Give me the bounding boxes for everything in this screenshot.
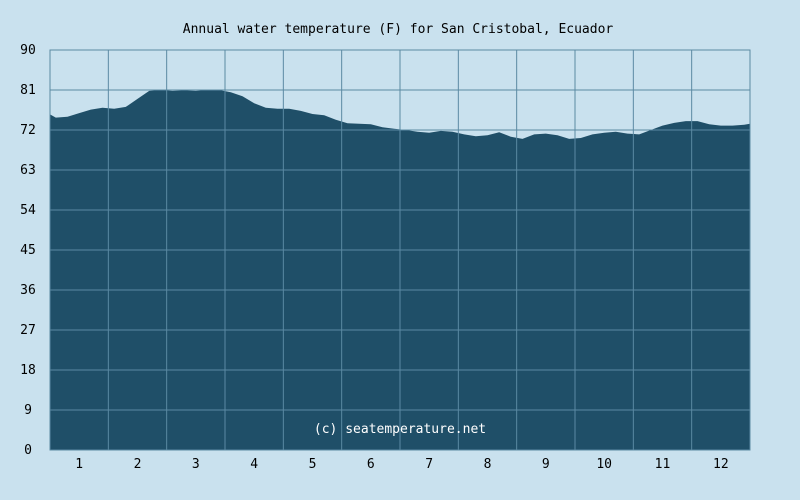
x-tick-label: 11 bbox=[655, 457, 671, 472]
y-tick-label: 63 bbox=[20, 163, 36, 178]
x-tick-label: 9 bbox=[542, 457, 550, 472]
watermark: (c) seatemperature.net bbox=[314, 422, 486, 437]
y-tick-label: 36 bbox=[20, 283, 36, 298]
y-tick-label: 18 bbox=[20, 363, 36, 378]
plot-border bbox=[49, 49, 751, 451]
x-tick-label: 5 bbox=[309, 457, 317, 472]
y-tick-label: 72 bbox=[20, 123, 36, 138]
y-tick-label: 81 bbox=[20, 83, 36, 98]
y-tick-label: 45 bbox=[20, 243, 36, 258]
x-tick-label: 2 bbox=[134, 457, 142, 472]
x-tick-label: 7 bbox=[425, 457, 433, 472]
y-tick-label: 90 bbox=[20, 43, 36, 58]
chart-title: Annual water temperature (F) for San Cri… bbox=[183, 22, 614, 37]
y-tick-label: 54 bbox=[20, 203, 36, 218]
x-tick-label: 12 bbox=[713, 457, 729, 472]
y-tick-label: 0 bbox=[24, 443, 32, 458]
x-tick-label: 1 bbox=[75, 457, 83, 472]
x-tick-label: 3 bbox=[192, 457, 200, 472]
y-tick-label: 9 bbox=[24, 403, 32, 418]
x-tick-label: 6 bbox=[367, 457, 375, 472]
x-tick-label: 4 bbox=[250, 457, 258, 472]
x-tick-label: 8 bbox=[484, 457, 492, 472]
y-tick-label: 27 bbox=[20, 323, 36, 338]
x-tick-label: 10 bbox=[596, 457, 612, 472]
